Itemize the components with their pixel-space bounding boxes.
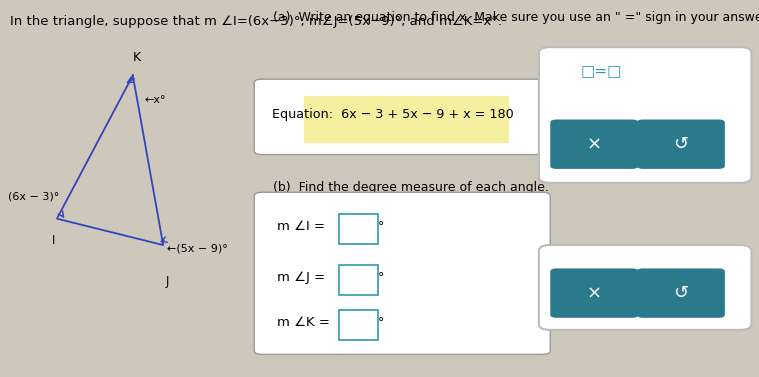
FancyBboxPatch shape [539,245,751,330]
Text: K: K [133,51,140,64]
FancyBboxPatch shape [339,214,378,244]
FancyBboxPatch shape [304,96,509,143]
Text: (6x − 3)°: (6x − 3)° [8,191,59,201]
Text: ←(5x − 9)°: ←(5x − 9)° [167,244,228,254]
Text: In the triangle, suppose that m ∠I=(6x−3)°, m∠J=(5x−9)°, and m∠K=x°.: In the triangle, suppose that m ∠I=(6x−3… [10,15,502,28]
Text: ×: × [587,135,602,153]
FancyBboxPatch shape [550,268,638,318]
Text: m ∠J =: m ∠J = [277,271,329,284]
Text: °: ° [378,316,384,329]
Text: °: ° [378,220,384,233]
Text: m ∠I =: m ∠I = [277,220,329,233]
Text: ×: × [587,284,602,302]
FancyBboxPatch shape [339,265,378,295]
Text: ↺: ↺ [673,284,688,302]
FancyBboxPatch shape [550,120,638,169]
Text: ←x°: ←x° [144,95,165,105]
Text: (b)  Find the degree measure of each angle.: (b) Find the degree measure of each angl… [273,181,549,194]
FancyBboxPatch shape [254,192,550,354]
FancyBboxPatch shape [254,79,550,155]
Text: □=□: □=□ [581,64,622,79]
FancyBboxPatch shape [637,120,725,169]
FancyBboxPatch shape [539,47,751,183]
Text: (a)  Write an equation to find x. Make sure you use an " =" sign in your answer.: (a) Write an equation to find x. Make su… [273,11,759,24]
Text: ↺: ↺ [673,135,688,153]
Text: Equation:  6x − 3 + 5x − 9 + x = 180: Equation: 6x − 3 + 5x − 9 + x = 180 [272,109,514,121]
Text: m ∠K =: m ∠K = [277,316,334,329]
Text: J: J [165,275,168,288]
Text: °: ° [378,271,384,284]
FancyBboxPatch shape [339,310,378,340]
Text: I: I [52,234,55,247]
FancyBboxPatch shape [637,268,725,318]
